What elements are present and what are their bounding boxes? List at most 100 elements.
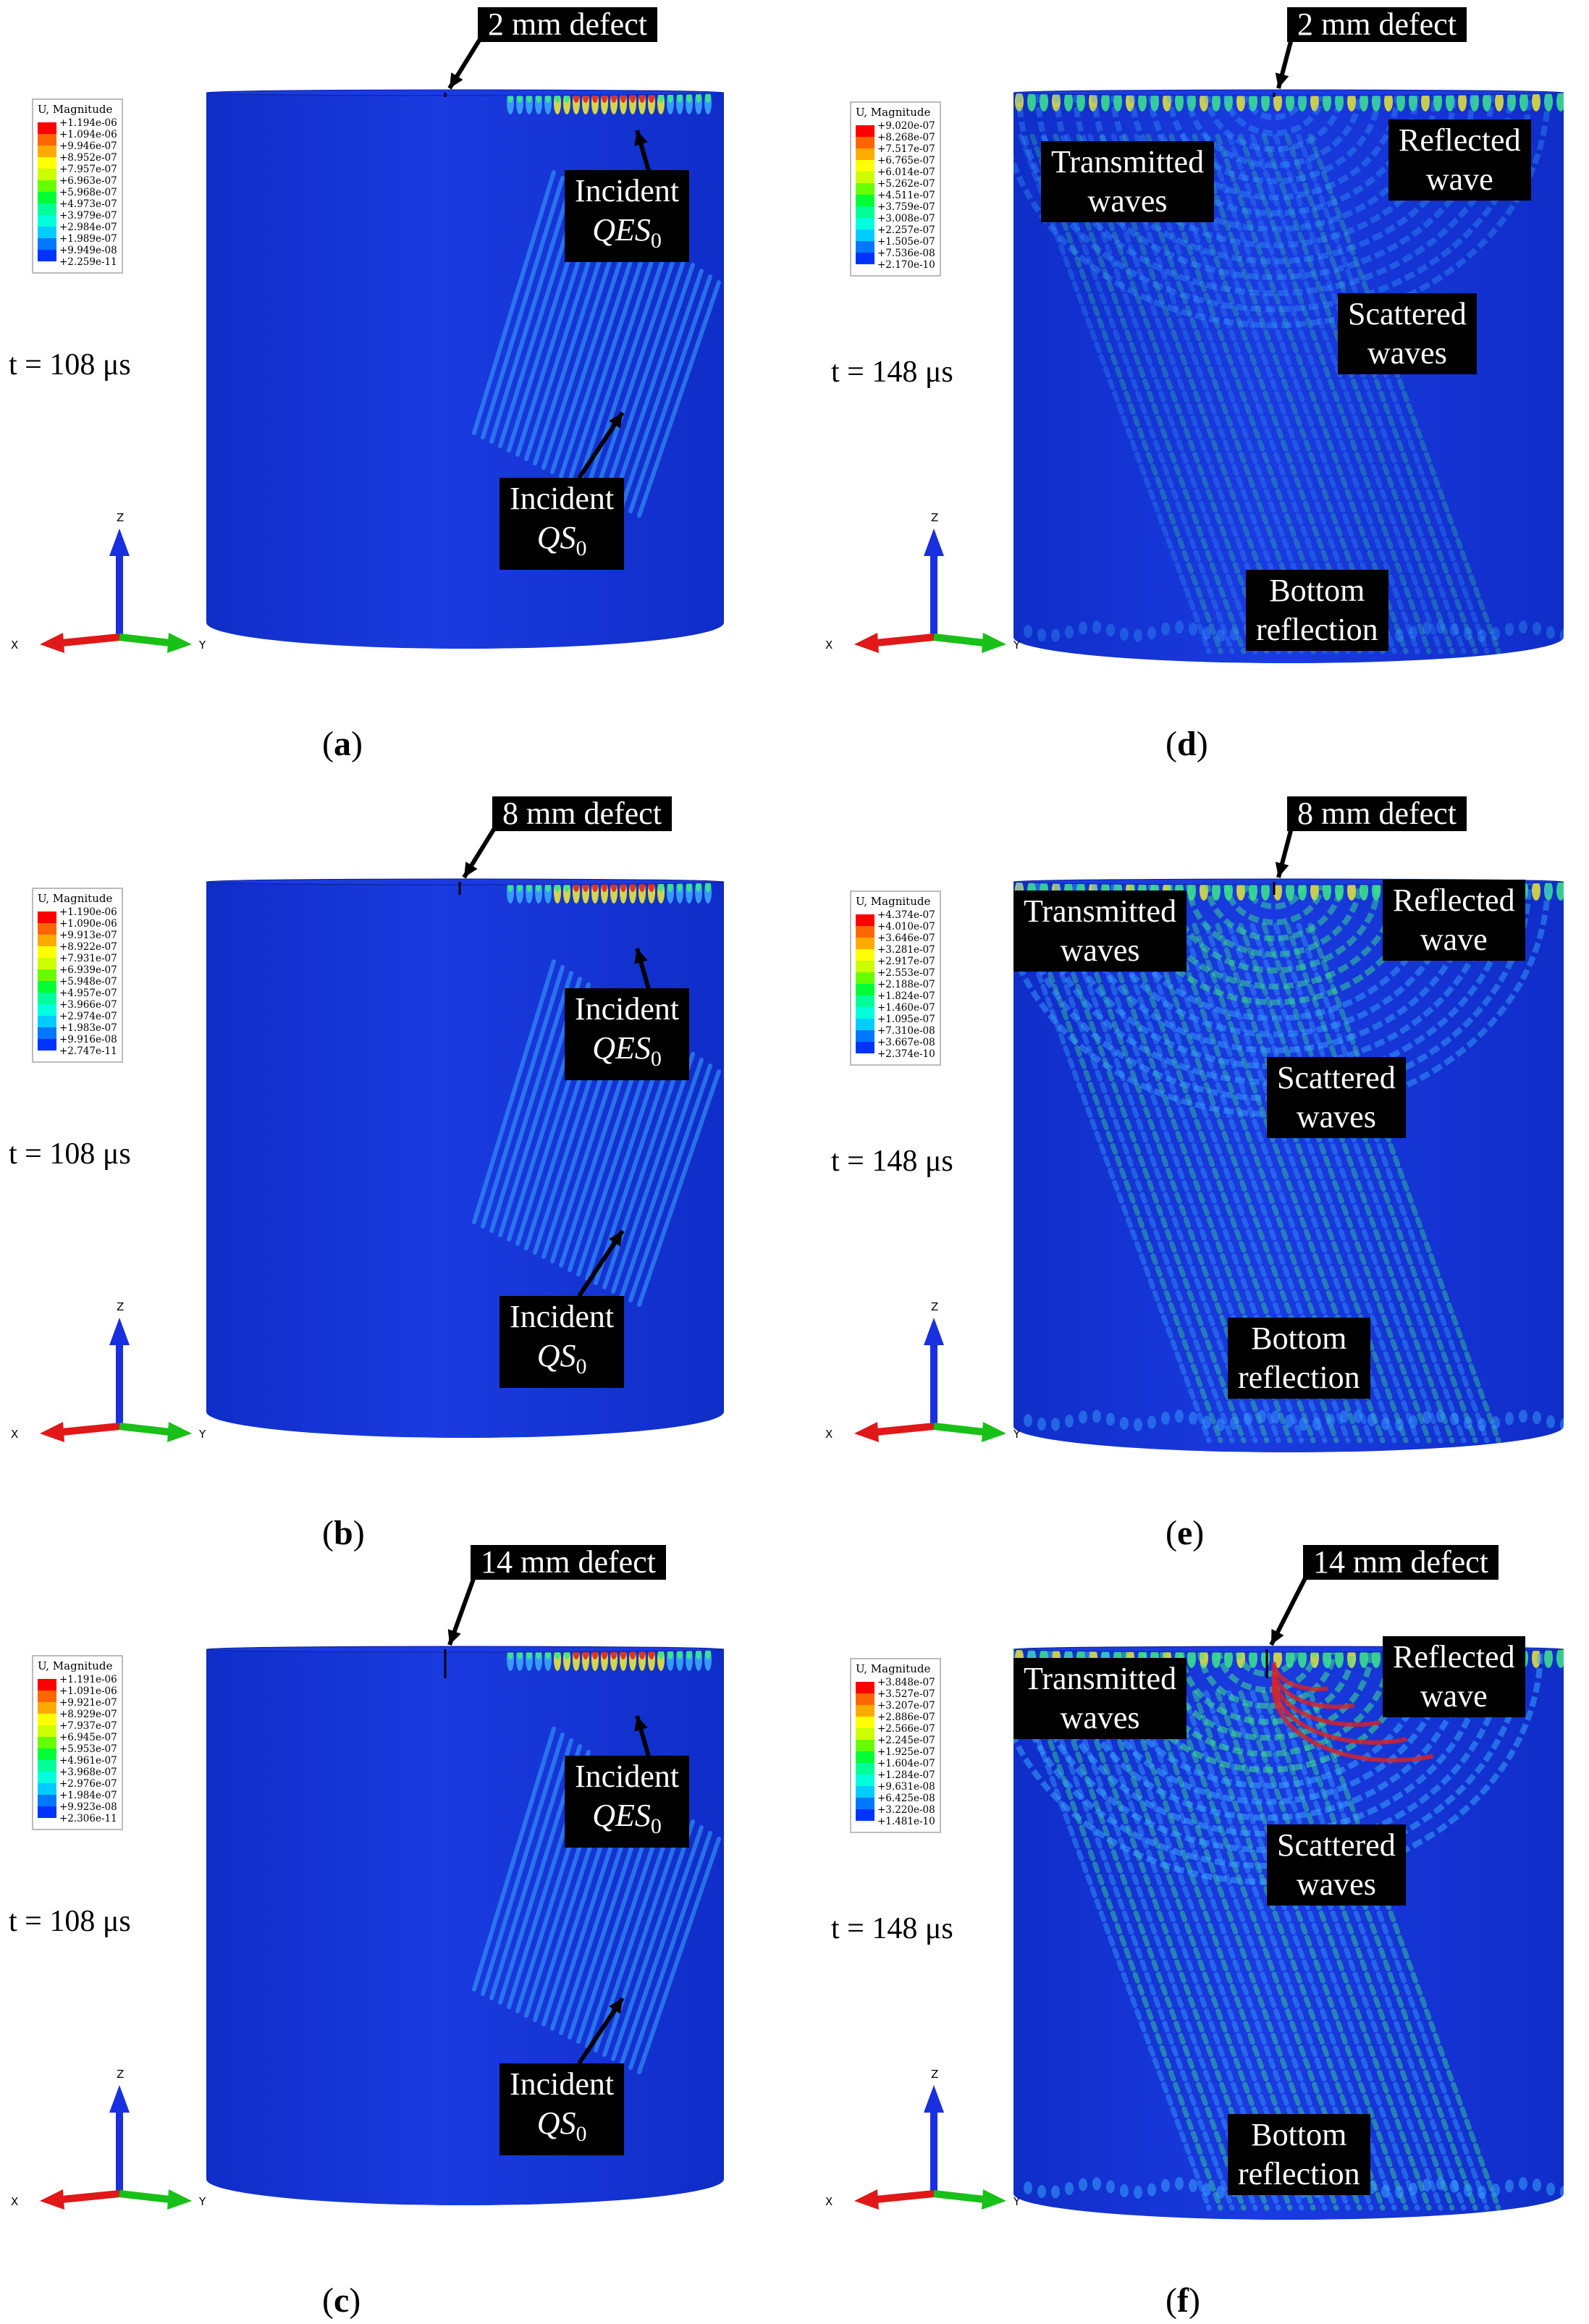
label-reflected-line1: Reflected	[1393, 1639, 1515, 1675]
label-transmitted: Transmitted waves	[1013, 891, 1187, 972]
legend-swatch	[856, 995, 874, 1007]
label-bottom-reflection-line2: reflection	[1256, 612, 1378, 647]
legend-value: +1.984e-07	[59, 1790, 117, 1801]
legend-swatch	[38, 227, 56, 238]
label-scattered-line2: waves	[1296, 1099, 1376, 1134]
legend-swatch	[856, 1728, 874, 1740]
legend-swatch	[856, 1693, 874, 1705]
label-incident-qes0: Incident QES0	[565, 170, 690, 262]
panel-caption: (b)	[322, 1514, 365, 1552]
legend-swatch	[38, 1783, 56, 1795]
svg-text:Z: Z	[117, 2068, 124, 2081]
legend-value: +8.922e-07	[59, 941, 117, 953]
legend-value: +7.310e-08	[877, 1025, 935, 1037]
defect-label: 14 mm defect	[1303, 1545, 1499, 1580]
legend-swatch	[856, 218, 874, 230]
legend-swatch	[856, 1019, 874, 1030]
legend-swatch	[38, 1748, 56, 1760]
legend-swatch	[856, 1042, 874, 1053]
legend-value: +2.747e-11	[59, 1045, 117, 1057]
legend-swatch	[856, 172, 874, 183]
legend-value: +1.983e-07	[59, 1022, 117, 1034]
legend-swatch	[856, 938, 874, 949]
legend-swatch	[856, 961, 874, 972]
legend-value: +4.957e-07	[59, 988, 117, 999]
legend-value: +1.191e-06	[59, 1674, 117, 1685]
legend-swatch	[856, 137, 874, 148]
legend-swatch	[38, 1004, 56, 1016]
label-transmitted-line2: waves	[1060, 1700, 1140, 1735]
label-incident-qs0-line2: QS0	[536, 1338, 587, 1378]
legend-title: U, Magnitude	[38, 103, 113, 116]
legend-swatch	[856, 195, 874, 206]
svg-text:Y: Y	[198, 639, 206, 652]
label-transmitted-line1: Transmitted	[1024, 1661, 1177, 1696]
legend-swatch	[856, 1740, 874, 1751]
svg-text:Z: Z	[117, 511, 124, 524]
legend-swatch	[38, 1016, 56, 1027]
legend-value: +3.968e-07	[59, 1767, 117, 1778]
arrow-qs0	[577, 1997, 625, 2065]
panel-caption: (f)	[1166, 2281, 1200, 2320]
label-scattered: Scattered waves	[1267, 1057, 1406, 1138]
legend-value: +6.945e-07	[59, 1732, 117, 1743]
legend-value: +1.460e-07	[877, 1002, 935, 1014]
legend-value: +3.220e-08	[877, 1804, 935, 1816]
legend-value: +6.014e-07	[877, 167, 935, 178]
label-incident-qs0: Incident QS0	[500, 1296, 625, 1388]
label-incident-qes0-line2: QES0	[592, 1030, 662, 1071]
legend-value: +2.374e-10	[877, 1048, 935, 1060]
defect-label: 2 mm defect	[1287, 7, 1467, 42]
color-legend: U, Magnitude +1.194e-06 +1.094e-06 +9.946e-…	[32, 98, 123, 274]
legend-value: +7.931e-07	[59, 953, 117, 964]
svg-text:X: X	[825, 639, 833, 652]
label-bottom-reflection-line1: Bottom	[1251, 2117, 1347, 2152]
axis-triad: Z X Y	[825, 511, 1021, 653]
label-transmitted-line1: Transmitted	[1024, 893, 1177, 929]
wave-field	[1013, 1649, 1564, 2211]
cylinder-top-rim	[1013, 89, 1564, 96]
label-incident-qes0-line1: Incident	[575, 173, 680, 209]
legend-swatch	[856, 972, 874, 984]
legend-value: +4.010e-07	[877, 921, 935, 932]
label-incident-qs0-line1: Incident	[510, 2066, 615, 2102]
legend-swatch	[856, 1705, 874, 1717]
arrow-qs0	[577, 1229, 625, 1297]
color-legend: U, Magnitude +9.020e-07 +8.268e-07 +7.517e-…	[850, 101, 941, 277]
legend-value: +3.979e-07	[59, 210, 117, 222]
legend-value: +1.604e-07	[877, 1758, 935, 1769]
legend-swatch	[856, 926, 874, 938]
legend-value: +5.262e-07	[877, 178, 935, 190]
legend-value: +1.194e-06	[59, 117, 117, 129]
label-bottom-reflection-line2: reflection	[1238, 1360, 1360, 1395]
label-reflected: Reflected wave	[1388, 119, 1531, 201]
legend-swatch	[38, 1795, 56, 1806]
legend-value: +9.916e-08	[59, 1034, 117, 1045]
legend-swatch	[38, 157, 56, 169]
legend-swatch	[856, 1774, 874, 1786]
legend-value: +7.957e-07	[59, 164, 117, 175]
label-transmitted-line2: waves	[1087, 183, 1168, 219]
panel-f: Z X Y 14 mm defect Transmitted waves Reflected…	[804, 1545, 1585, 2324]
label-reflected: Reflected wave	[1383, 1636, 1525, 1717]
panel-caption: (a)	[322, 725, 363, 763]
legend-swatch	[856, 1763, 874, 1774]
svg-text:Z: Z	[117, 1300, 124, 1313]
legend-value: +2.553e-07	[877, 967, 935, 979]
legend-value: +9.921e-07	[59, 1697, 117, 1709]
color-legend: U, Magnitude +4.374e-07 +4.010e-07 +3.646e-…	[850, 891, 941, 1066]
svg-text:X: X	[825, 1428, 833, 1441]
legend-value: +2.245e-07	[877, 1735, 935, 1746]
legend-swatch	[38, 1691, 56, 1702]
label-scattered: Scattered waves	[1267, 1824, 1406, 1906]
cylinder-body	[1013, 1649, 1564, 2220]
legend-swatch	[856, 148, 874, 160]
label-incident-qs0-line1: Incident	[510, 481, 615, 516]
legend-swatch	[856, 1717, 874, 1728]
legend-value: +2.566e-07	[877, 1723, 935, 1735]
legend-swatch	[38, 1039, 56, 1051]
legend-swatch	[856, 1682, 874, 1693]
